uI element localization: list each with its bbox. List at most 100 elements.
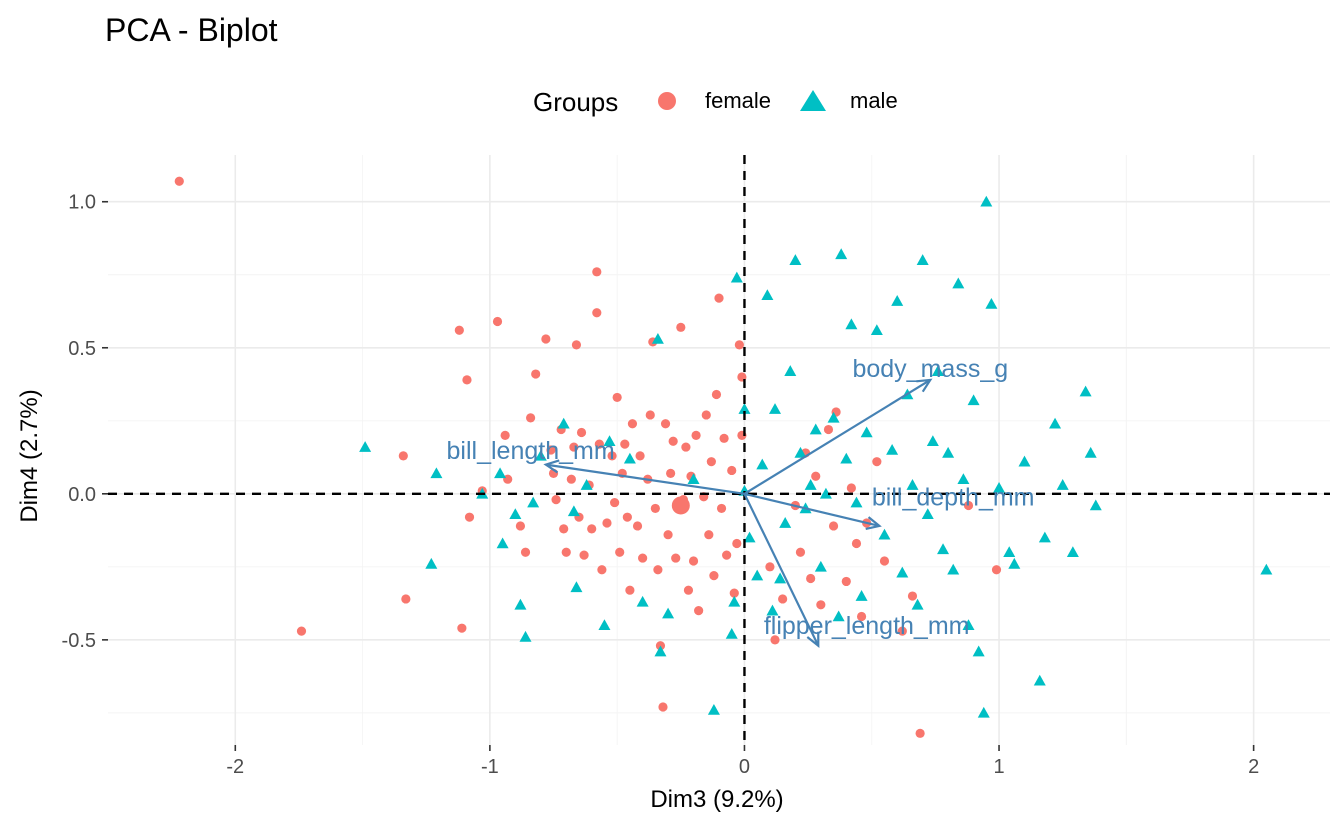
point-male [738,403,751,414]
point-female [828,521,839,531]
point-male [425,557,438,569]
point-male [835,248,848,260]
y-axis-title: Dim4 (2.7%) [16,389,43,522]
point-male [855,590,868,601]
label-bill_length_mm: bill_length_mm [447,437,615,465]
point-female [963,500,974,511]
point-female [711,389,722,400]
point-female [561,547,571,557]
variable-arrows: bill_length_mm body_mass_g bill_depth_mmfl… [447,355,1035,648]
point-female [594,439,604,449]
point-female [732,538,742,549]
point-male [804,479,817,490]
point-female [734,340,744,350]
point-male [926,435,939,447]
point-male [921,508,934,520]
x-tick-label: -1 [481,756,499,778]
point-male [886,444,899,455]
label-flipper_length_mm: flipper_length_mm [764,612,970,640]
point-female [576,427,587,438]
legend: Groups female male [533,87,898,117]
point-female [620,439,630,449]
point-male [751,569,764,581]
point-female [607,451,617,461]
point-female [765,562,775,572]
point-male [598,619,611,631]
legend-female-marker [658,92,676,110]
point-male [359,441,372,452]
point-female [660,419,671,429]
x-tick-label: 1 [993,756,1004,778]
point-female [770,635,780,645]
point-female [727,465,737,476]
data-points [174,176,1273,738]
point-female [991,565,1002,575]
point-male [1089,499,1102,511]
point-female [602,518,612,528]
grid [108,155,1330,745]
point-male [840,452,853,464]
point-male [985,297,998,309]
point-male [1079,385,1092,397]
point-male [570,581,583,593]
point-female [658,702,668,712]
point-male [1260,563,1273,575]
point-female [526,413,536,423]
point-male [430,467,443,479]
point-female [704,530,714,540]
point-male [832,610,845,622]
arrow-flipper_length_mm [743,493,820,647]
point-female [622,512,632,522]
point-female [653,565,663,575]
point-female [401,594,411,604]
point-male [906,479,919,490]
point-male [814,560,827,572]
point-female [174,176,184,186]
x-tick-label: -2 [226,756,244,778]
y-tick-label: 1.0 [68,192,96,214]
point-female [709,570,719,581]
y-tick-label: -0.5 [62,630,96,652]
point-male [580,479,593,490]
point-female [681,442,691,452]
point-male [789,254,802,265]
point-male [567,505,580,517]
point-male [980,195,993,207]
legend-male-label: male [850,88,898,113]
point-female [587,524,597,534]
point-female [610,497,620,508]
point-female [592,308,602,318]
point-female [846,483,856,493]
point-female [566,474,576,484]
point-female [851,538,862,549]
legend-male-marker [800,90,826,111]
point-female [897,626,907,636]
point-male [557,417,570,429]
point-female [625,585,635,595]
point-male [662,607,675,619]
legend-female-label: female [705,88,771,113]
point-female [592,267,602,277]
point-male [527,496,540,508]
point-male [779,517,792,528]
point-female [462,375,472,385]
point-female [706,457,716,467]
point-male [957,473,970,485]
point-male [730,271,743,283]
point-female [663,530,673,540]
point-male [845,318,858,330]
point-male [687,473,700,485]
point-male [878,528,891,540]
point-female [632,521,643,531]
point-female [650,503,660,514]
point-male [962,619,975,631]
point-female [668,436,678,446]
point-female [823,424,834,435]
point-male [819,487,832,499]
arrow-bill_depth_mm [744,492,880,528]
point-male [774,572,787,584]
point-male [1018,455,1031,467]
y-tick-label: 0.5 [68,338,96,360]
point-male [603,435,616,447]
arrow-bill_length_mm [545,463,745,495]
